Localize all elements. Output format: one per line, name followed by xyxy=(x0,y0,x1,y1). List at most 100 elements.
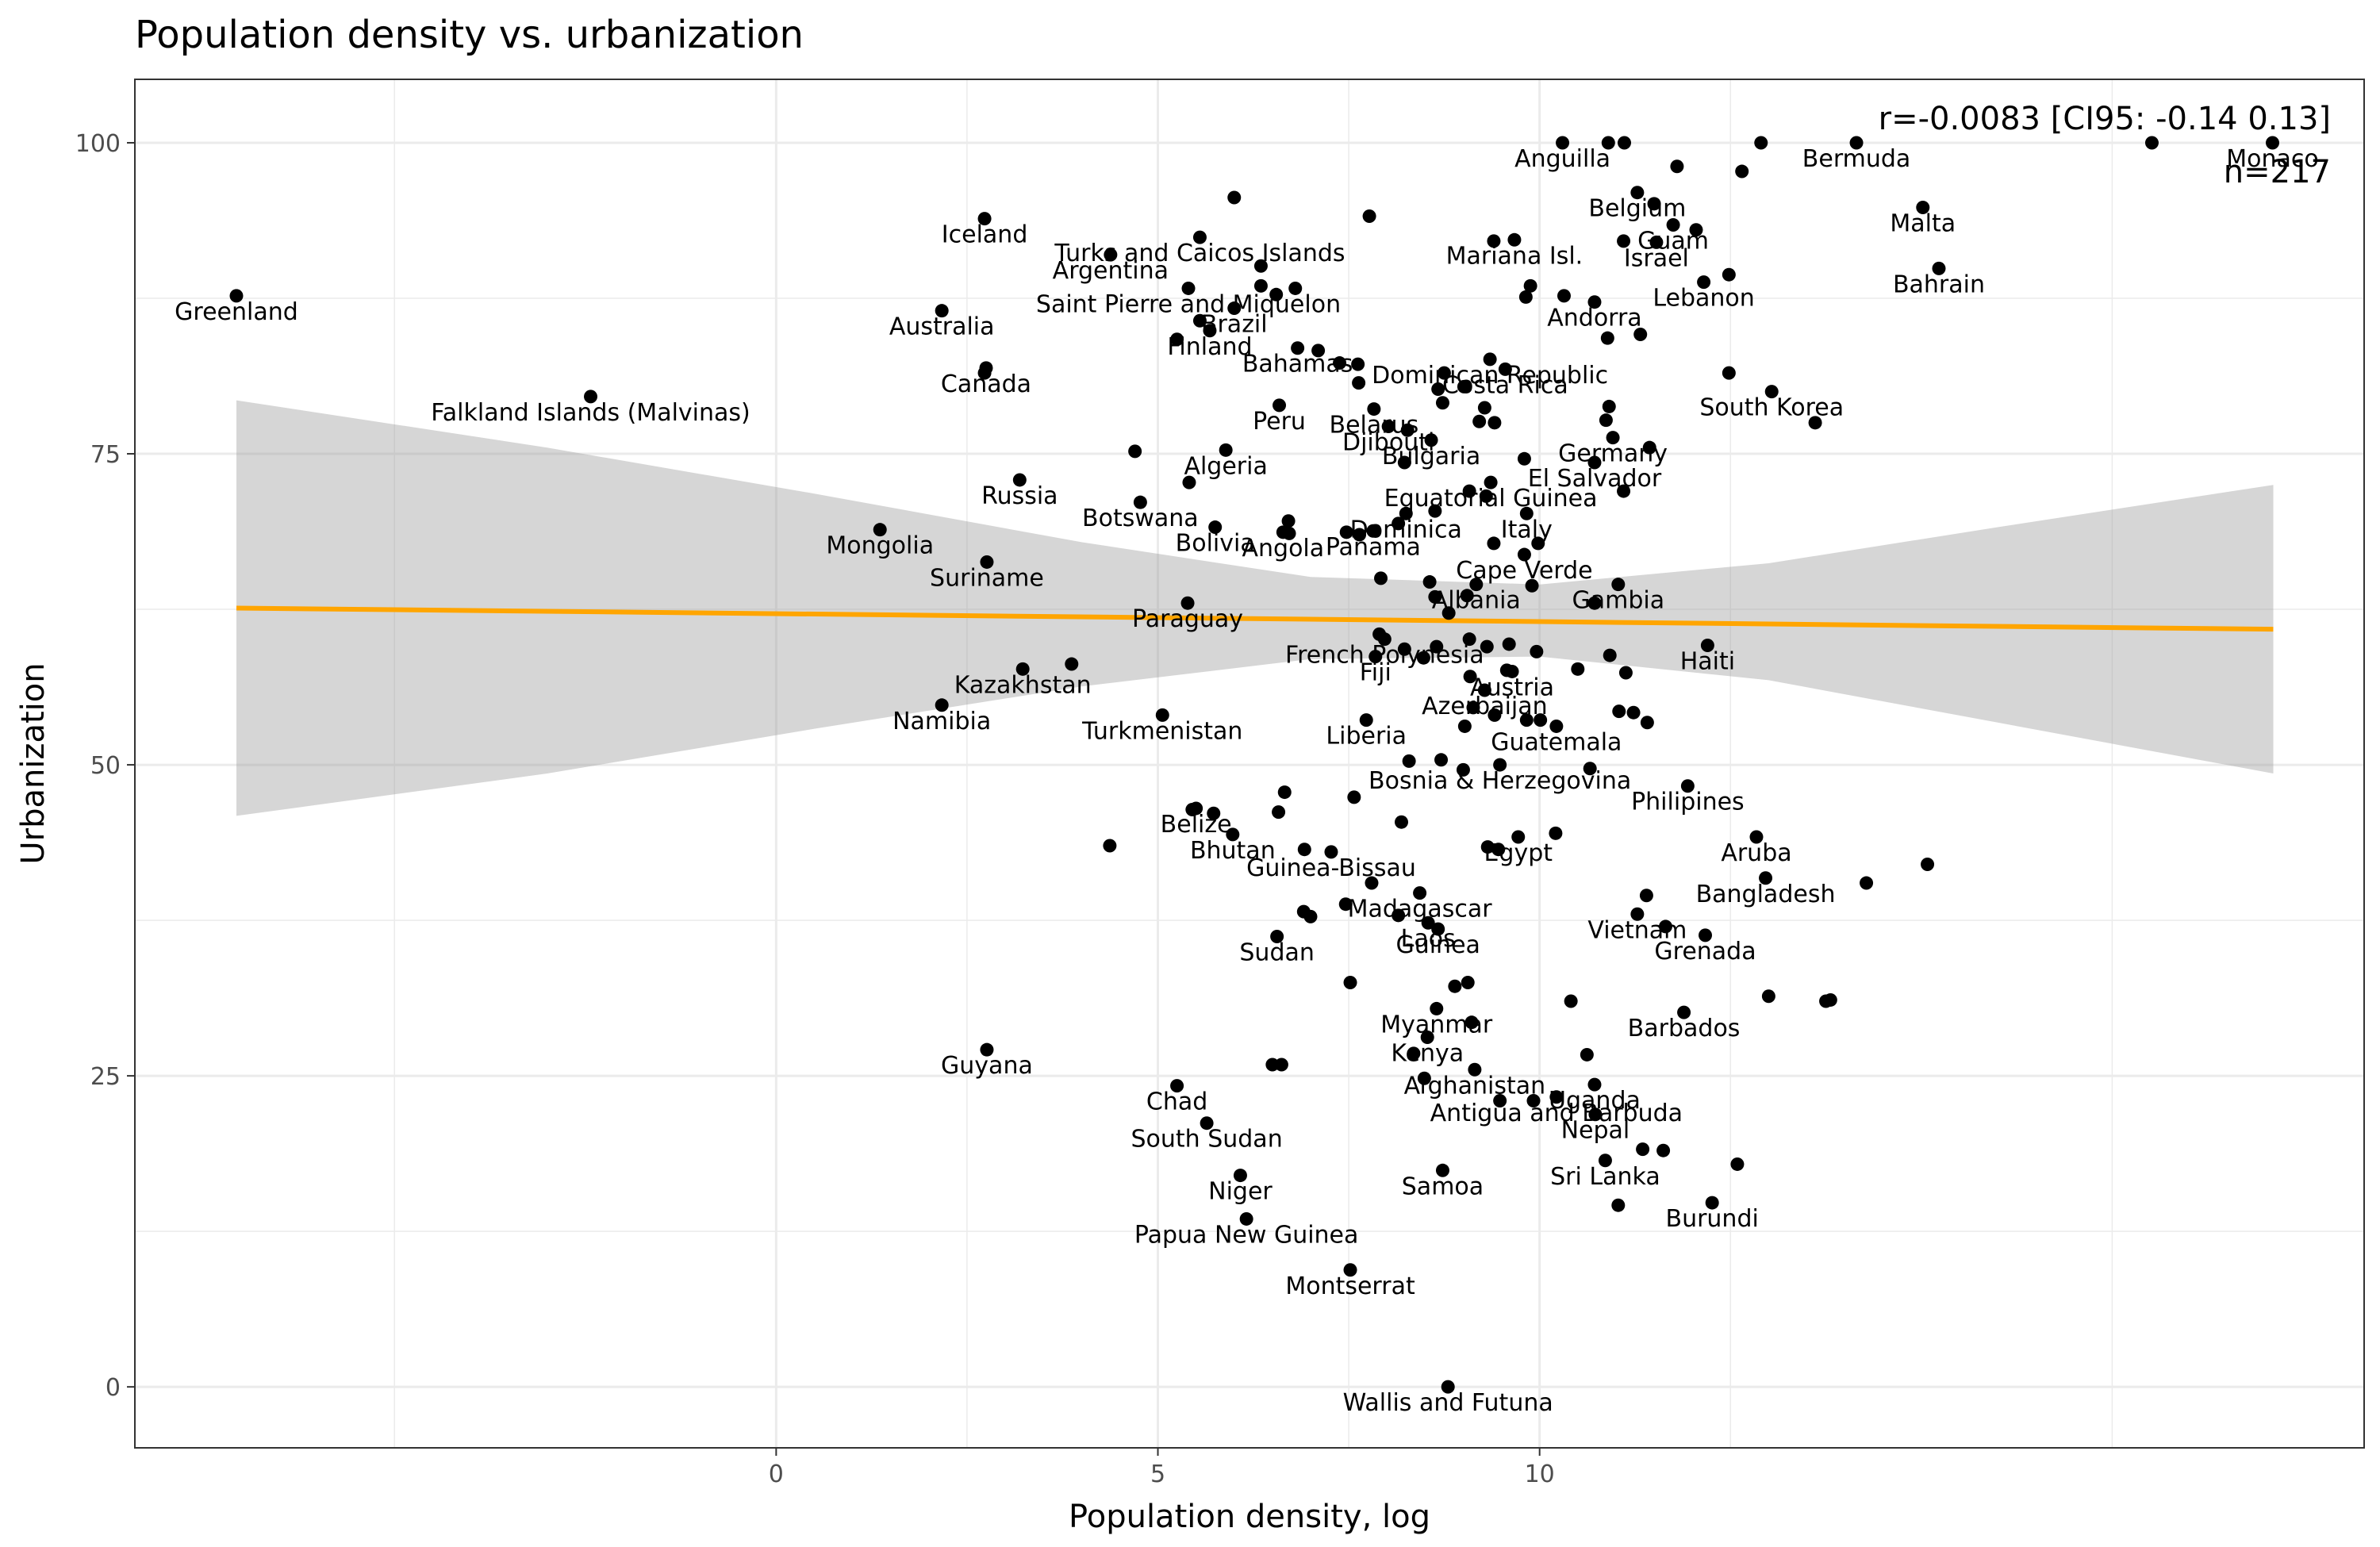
data-point xyxy=(1269,287,1284,301)
data-point xyxy=(1656,1143,1671,1157)
data-point xyxy=(1519,713,1534,727)
data-point xyxy=(1431,382,1445,396)
data-point xyxy=(1759,871,1773,885)
data-point xyxy=(1689,223,1703,237)
data-point xyxy=(980,555,994,569)
data-point xyxy=(1253,259,1268,273)
data-point xyxy=(1435,396,1449,410)
data-point xyxy=(1407,1046,1421,1061)
data-point xyxy=(935,698,949,712)
data-point xyxy=(1511,830,1526,844)
data-point xyxy=(1359,713,1373,727)
data-point xyxy=(1612,704,1626,719)
point-label: Falkland Islands (Malvinas) xyxy=(431,399,750,427)
point-label: Brazil xyxy=(1201,311,1268,339)
data-point xyxy=(1534,713,1548,727)
point-label: Kenya xyxy=(1391,1040,1464,1068)
data-point xyxy=(1557,289,1571,303)
regression-line xyxy=(236,605,2274,632)
data-point xyxy=(1399,506,1413,520)
point-label: South Korea xyxy=(1699,394,1844,422)
data-point xyxy=(1233,1169,1247,1183)
data-point xyxy=(1430,639,1444,654)
data-point xyxy=(1182,475,1196,489)
data-point xyxy=(2144,136,2159,150)
point-label: Bermuda xyxy=(1802,145,1911,173)
point-label: Albania xyxy=(1432,587,1521,615)
data-point xyxy=(1517,451,1531,466)
data-point xyxy=(1484,475,1498,489)
point-label: Belgium xyxy=(1588,195,1686,223)
data-point xyxy=(1587,1077,1602,1092)
data-point xyxy=(1549,719,1564,733)
data-point xyxy=(1601,136,1615,150)
data-point xyxy=(1519,506,1534,520)
data-point xyxy=(1203,324,1217,338)
y-axis-title: Urbanization xyxy=(15,662,52,864)
data-point xyxy=(1697,275,1711,290)
data-point xyxy=(1626,705,1641,720)
point-label: Namibia xyxy=(892,708,991,735)
y-tick-label: 25 xyxy=(90,1063,121,1091)
point-label: Liberia xyxy=(1326,723,1407,750)
point-label: Afghanistan xyxy=(1404,1072,1546,1100)
point-label: Guyana xyxy=(941,1052,1033,1080)
point-label: Egypt xyxy=(1484,839,1553,867)
data-point xyxy=(1666,217,1680,232)
point-label: Guam xyxy=(1637,227,1709,255)
point-label: Bahamas xyxy=(1242,351,1353,378)
data-point xyxy=(1556,136,1570,150)
data-point xyxy=(1402,754,1416,768)
data-point xyxy=(1362,209,1376,223)
point-label: Antigua and Barbuda xyxy=(1430,1100,1683,1127)
data-point xyxy=(1526,1093,1541,1107)
data-point xyxy=(1617,484,1631,498)
data-point xyxy=(1498,362,1512,376)
data-point xyxy=(1670,159,1684,174)
point-label: Papua New Guinea xyxy=(1134,1221,1359,1249)
point-label: Turkmenistan xyxy=(1081,717,1242,745)
data-point xyxy=(1502,637,1516,651)
data-point xyxy=(1200,1116,1214,1130)
data-point xyxy=(1480,639,1494,654)
point-label: Greenland xyxy=(175,298,298,326)
data-point xyxy=(1417,1071,1431,1085)
data-point xyxy=(1291,341,1305,355)
data-point xyxy=(1518,290,1533,304)
y-tick-label: 50 xyxy=(90,752,121,780)
point-label: Israel xyxy=(1624,244,1689,272)
data-point xyxy=(1270,929,1284,943)
data-point xyxy=(1587,455,1602,470)
data-point xyxy=(1606,431,1620,445)
data-point xyxy=(873,523,887,537)
data-point xyxy=(1477,683,1491,697)
point-label: Bulgaria xyxy=(1382,443,1480,470)
point-label: Costa Rica xyxy=(1442,371,1568,399)
point-label: Panama xyxy=(1326,533,1421,561)
data-point xyxy=(935,304,949,318)
point-label: Barbados xyxy=(1628,1015,1741,1042)
point-label: Lebanon xyxy=(1653,285,1754,313)
data-point xyxy=(1493,758,1507,772)
point-label: Guinea xyxy=(1395,931,1480,959)
point-label: Belarus xyxy=(1329,412,1418,440)
data-point xyxy=(1367,402,1381,416)
point-label: Andorra xyxy=(1547,305,1641,332)
point-label: El Salvador xyxy=(1528,465,1662,493)
data-point xyxy=(1647,197,1661,211)
data-point xyxy=(1192,230,1207,244)
data-point xyxy=(1441,1380,1455,1394)
data-point xyxy=(1531,536,1545,551)
data-point xyxy=(1311,344,1326,358)
data-point xyxy=(1598,1154,1612,1168)
point-labels: Monaco Bermuda Anguilla Belgium Malta Guam Ice… xyxy=(175,145,2319,1417)
data-points xyxy=(229,136,2280,1394)
data-point xyxy=(1700,639,1714,653)
data-point xyxy=(1227,190,1242,205)
data-point xyxy=(1730,1157,1745,1171)
point-label: Nepal xyxy=(1561,1117,1630,1145)
data-point xyxy=(1103,839,1117,853)
point-label: Italy xyxy=(1501,516,1553,543)
data-point xyxy=(1456,762,1470,777)
data-point xyxy=(1525,578,1539,593)
